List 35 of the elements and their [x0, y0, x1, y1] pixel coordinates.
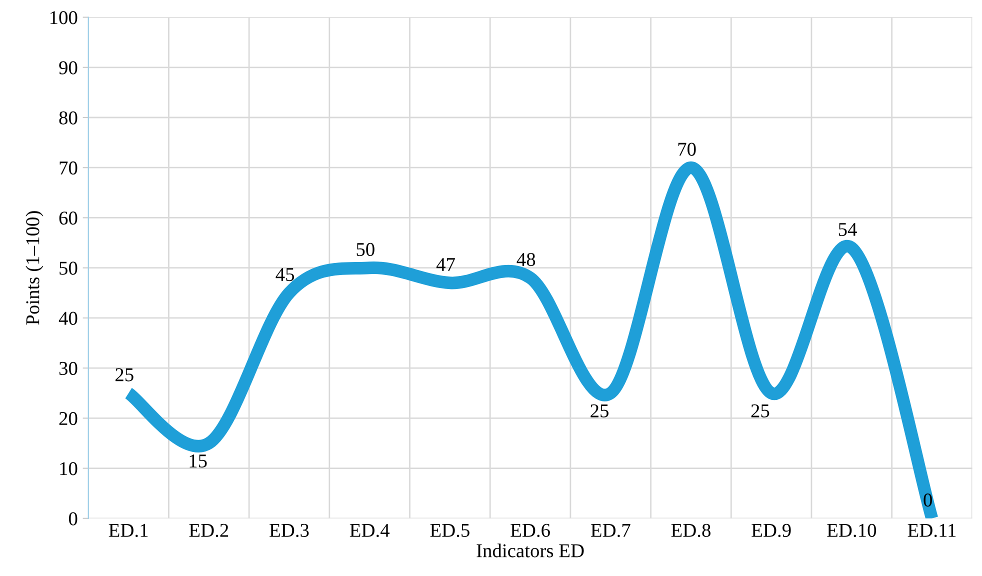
- x-tick-label: ED.10: [827, 524, 876, 538]
- data-label: 15: [190, 454, 207, 468]
- x-tick-label: ED.8: [671, 524, 710, 538]
- data-label: 25: [590, 404, 608, 418]
- data-label: 45: [276, 268, 294, 282]
- x-tick-label: ED.9: [752, 524, 791, 538]
- y-tick-label: 100: [50, 11, 78, 24]
- x-tick-label: ED.5: [430, 524, 470, 538]
- y-tick-label: 60: [59, 212, 78, 225]
- y-tick-label: 50: [60, 262, 78, 275]
- data-label: 25: [751, 404, 770, 418]
- x-tick-label: ED.3: [270, 524, 309, 538]
- y-tick-label: 20: [59, 412, 78, 426]
- x-tick-label: ED.6: [510, 524, 550, 538]
- data-label: 25: [116, 368, 134, 382]
- x-tick-label: ED.11: [908, 524, 956, 538]
- data-label: 70: [678, 142, 696, 156]
- x-tick-label: ED.1: [108, 524, 148, 538]
- data-label: 54: [838, 223, 857, 236]
- y-tick-label: 10: [60, 462, 78, 476]
- x-tick-label: ED.4: [350, 524, 390, 538]
- y-tick-label: 90: [59, 61, 78, 74]
- y-axis-title: Points (1–100): [26, 211, 44, 325]
- y-tick-label: 80: [59, 111, 78, 124]
- y-tick-label: 0: [68, 512, 78, 526]
- data-label: 48: [516, 252, 536, 266]
- y-tick-label: 70: [60, 161, 78, 175]
- x-tick-label: ED.7: [590, 524, 630, 538]
- y-tick-label: 40: [58, 312, 78, 325]
- x-tick-label: ED.2: [189, 524, 228, 538]
- data-label: 0: [924, 493, 932, 507]
- data-label: 47: [436, 258, 455, 271]
- data-label: 50: [356, 242, 374, 256]
- x-axis-title: Indicators ED: [476, 544, 584, 558]
- y-tick-label: 30: [59, 362, 78, 375]
